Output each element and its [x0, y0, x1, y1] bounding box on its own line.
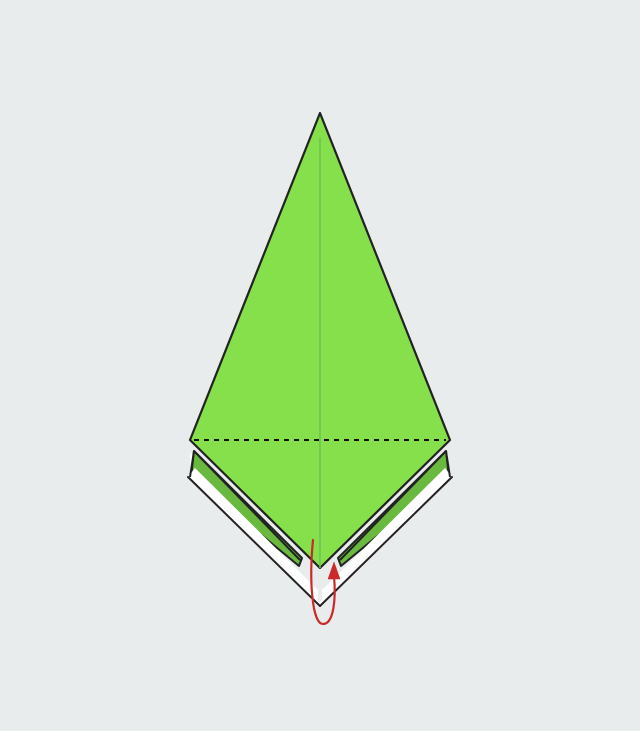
outer-right-edge: [319, 476, 453, 607]
left-flap-edge: [189, 450, 301, 561]
fold-arrow: [310, 538, 336, 626]
right-flap-edge: [339, 450, 451, 561]
outer-left-edge: [187, 476, 321, 607]
fold-arrowhead: [327, 561, 341, 580]
